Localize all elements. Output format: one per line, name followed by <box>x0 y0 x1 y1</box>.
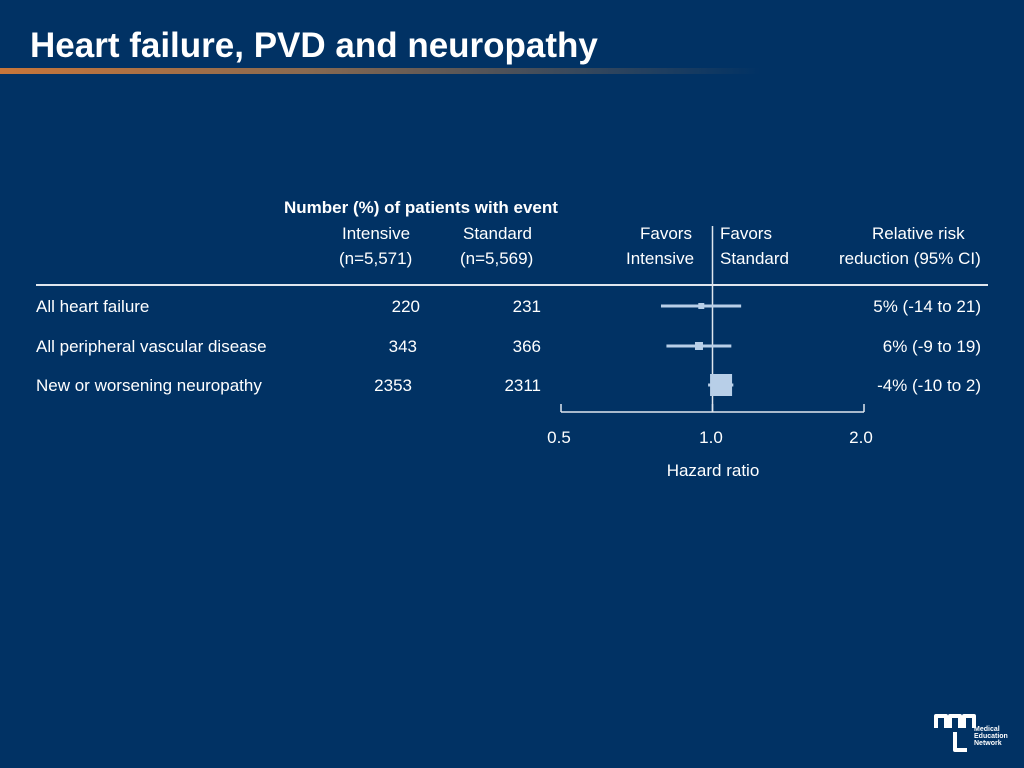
x-tick-label-2.0: 2.0 <box>849 428 873 447</box>
hr-marker-2 <box>694 342 703 350</box>
hr-marker-1 <box>698 303 705 309</box>
col-intensive-header: Intensive <box>342 224 411 243</box>
hr-marker-3 <box>710 374 733 396</box>
favors-intensive-line2: Intensive <box>626 249 695 268</box>
row-rrr-neuropathy: -4% (-10 to 2) <box>877 376 981 395</box>
row-rrr-heart-failure: 5% (-14 to 21) <box>873 297 981 316</box>
favors-standard-line2: Standard <box>720 249 789 268</box>
favors-intensive-line1: Favors <box>640 224 692 243</box>
row-rrr-pvd: 6% (-9 to 19) <box>882 337 981 356</box>
row-intensive-pvd: 343 <box>388 337 417 356</box>
favors-standard-line1: Favors <box>720 224 772 243</box>
title-underline <box>0 68 760 74</box>
row-standard-heart-failure: 231 <box>512 297 541 316</box>
row-label-pvd: All peripheral vascular disease <box>36 337 267 356</box>
row-label-neuropathy: New or worsening neuropathy <box>36 376 262 395</box>
col-standard-n: (n=5,569) <box>460 249 534 268</box>
x-tick-label-1.0: 1.0 <box>699 428 723 447</box>
x-axis-title: Hazard ratio <box>666 461 760 480</box>
row-intensive-heart-failure: 220 <box>391 297 420 316</box>
x-tick-label-0.5: 0.5 <box>547 428 571 447</box>
slide-title: Heart failure, PVD and neuropathy <box>30 26 598 65</box>
col-standard-header: Standard <box>463 224 532 243</box>
row-standard-neuropathy: 2311 <box>504 376 541 395</box>
row-label-heart-failure: All heart failure <box>36 297 150 316</box>
column-group-header: Number (%) of patients with event <box>284 198 558 217</box>
row-intensive-neuropathy: 2353 <box>374 376 412 395</box>
mednet-logo <box>934 714 976 752</box>
rrr-header-line2: reduction (95% CI) <box>839 249 981 268</box>
row-standard-pvd: 366 <box>512 337 541 356</box>
rrr-header-line1: Relative risk <box>872 224 965 243</box>
header-divider <box>36 284 988 286</box>
col-intensive-n: (n=5,571) <box>339 249 413 268</box>
logo-wordmark: Medical Education Network <box>974 726 1008 747</box>
